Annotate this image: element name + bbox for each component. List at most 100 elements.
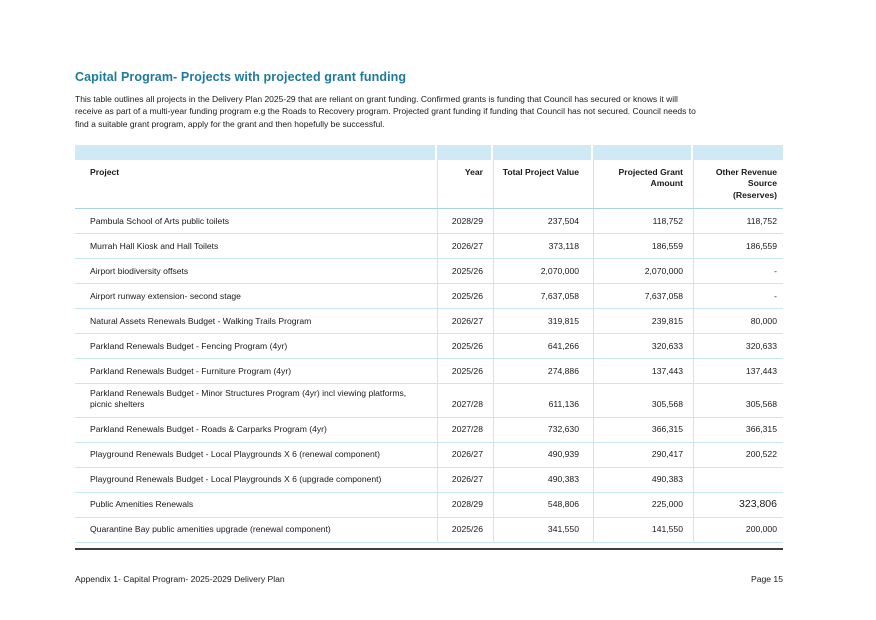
cell-projected-grant-amount: 305,568 (593, 384, 693, 418)
cell-year: 2025/26 (437, 334, 493, 360)
intro-paragraph: This table outlines all projects in the … (75, 93, 783, 130)
cell-other-revenue-source: 200,522 (693, 442, 783, 468)
cell-total-project-value: 2,070,000 (493, 259, 593, 285)
cell-project: Airport runway extension- second stage (75, 284, 437, 310)
table-row: Airport biodiversity offsets 2025/26 2,070… (75, 259, 783, 285)
cell-other-revenue-source: 320,633 (693, 334, 783, 360)
cell-total-project-value: 732,630 (493, 417, 593, 443)
cell-projected-grant-amount: 141,550 (593, 517, 693, 543)
table-row: Natural Assets Renewals Budget - Walking… (75, 309, 783, 335)
column-header-other-revenue-source: Other Revenue Source (Reserves) (693, 159, 783, 210)
column-header-total-project-value: Total Project Value (493, 159, 593, 210)
cell-other-revenue-source: 118,752 (693, 209, 783, 235)
cell-other-revenue-source: 80,000 (693, 309, 783, 335)
cell-other-revenue-source: 305,568 (693, 384, 783, 418)
cell-total-project-value: 237,504 (493, 209, 593, 235)
cell-total-project-value: 319,815 (493, 309, 593, 335)
page-title: Capital Program- Projects with projected… (75, 70, 407, 84)
cell-projected-grant-amount: 118,752 (593, 209, 693, 235)
cell-year: 2025/26 (437, 259, 493, 285)
cell-project: Parkland Renewals Budget - Minor Structu… (75, 384, 437, 418)
table-row: Quarantine Bay public amenities upgrade … (75, 517, 783, 543)
cell-total-project-value: 341,550 (493, 517, 593, 543)
cell-projected-grant-amount: 290,417 (593, 442, 693, 468)
cell-projected-grant-amount: 2,070,000 (593, 259, 693, 285)
cell-project: Parkland Renewals Budget - Roads & Carpa… (75, 417, 437, 443)
cell-total-project-value: 274,886 (493, 359, 593, 385)
column-header-project: Project (75, 159, 437, 210)
cell-projected-grant-amount: 225,000 (593, 492, 693, 518)
grant-funding-table: Project Year Total Project Value Project… (75, 144, 783, 543)
band-cell (75, 144, 437, 160)
cell-other-revenue-source: 366,315 (693, 417, 783, 443)
cell-total-project-value: 490,939 (493, 442, 593, 468)
intro-line: find a suitable grant program, apply for… (75, 118, 385, 129)
table-body: Pambula School of Arts public toilets 202… (75, 209, 783, 543)
cell-other-revenue-source: 137,443 (693, 359, 783, 385)
cell-year: 2027/28 (437, 417, 493, 443)
cell-project: Parkland Renewals Budget - Fencing Progr… (75, 334, 437, 360)
cell-project: Public Amenities Renewals (75, 492, 437, 518)
cell-project: Natural Assets Renewals Budget - Walking… (75, 309, 437, 335)
cell-year: 2027/28 (437, 384, 493, 418)
intro-line: This table outlines all projects in the … (75, 94, 678, 104)
cell-year: 2028/29 (437, 209, 493, 235)
intro-line: receive as part of a multi-year funding … (75, 106, 696, 117)
table-row: Airport runway extension- second stage 20… (75, 284, 783, 310)
table-band-row (75, 144, 783, 160)
cell-year: 2025/26 (437, 517, 493, 543)
table-row: Playground Renewals Budget - Local Playg… (75, 442, 783, 468)
cell-total-project-value: 490,383 (493, 467, 593, 493)
cell-total-project-value: 611,136 (493, 384, 593, 418)
table-header-row: Project Year Total Project Value Project… (75, 159, 783, 210)
cell-year: 2026/27 (437, 234, 493, 260)
cell-project: Murrah Hall Kiosk and Hall Toilets (75, 234, 437, 260)
cell-project: Pambula School of Arts public toilets (75, 209, 437, 235)
table-row: Parkland Renewals Budget - Roads & Carpa… (75, 417, 783, 443)
table-row: Public Amenities Renewals 2028/29 548,806 2… (75, 492, 783, 518)
cell-projected-grant-amount: 186,559 (593, 234, 693, 260)
cell-total-project-value: 548,806 (493, 492, 593, 518)
footer-appendix-label: Appendix 1- Capital Program- 2025-2029 D… (75, 573, 285, 584)
cell-year: 2025/26 (437, 284, 493, 310)
cell-project: Quarantine Bay public amenities upgrade … (75, 517, 437, 543)
table-row: Parkland Renewals Budget - Fencing Progr… (75, 334, 783, 360)
table-bottom-rule (75, 547, 783, 550)
cell-other-revenue-source: - (693, 259, 783, 285)
cell-other-revenue-source: 186,559 (693, 234, 783, 260)
table-row: Parkland Renewals Budget - Furniture Pro… (75, 359, 783, 385)
cell-project: Airport biodiversity offsets (75, 259, 437, 285)
cell-projected-grant-amount: 137,443 (593, 359, 693, 385)
cell-year: 2026/27 (437, 309, 493, 335)
cell-projected-grant-amount: 239,815 (593, 309, 693, 335)
page-content: Capital Program- Projects with projected… (75, 0, 783, 584)
page-number: Page 15 (750, 573, 783, 584)
column-header-year: Year (437, 159, 493, 210)
cell-projected-grant-amount: 320,633 (593, 334, 693, 360)
cell-total-project-value: 7,637,058 (493, 284, 593, 310)
table-row: Playground Renewals Budget - Local Playg… (75, 467, 783, 493)
band-cell (493, 144, 593, 160)
cell-other-revenue-source: 200,000 (693, 517, 783, 543)
band-cell (693, 144, 783, 160)
cell-projected-grant-amount: 366,315 (593, 417, 693, 443)
cell-total-project-value: 641,266 (493, 334, 593, 360)
table-row: Parkland Renewals Budget - Minor Structu… (75, 384, 783, 418)
cell-year: 2026/27 (437, 442, 493, 468)
band-cell (437, 144, 493, 160)
cell-other-revenue-source (693, 467, 783, 493)
table-row: Murrah Hall Kiosk and Hall Toilets 2026/2… (75, 234, 783, 260)
page-footer: Appendix 1- Capital Program- 2025-2029 D… (75, 574, 783, 584)
table-row: Pambula School of Arts public toilets 202… (75, 209, 783, 235)
cell-year: 2026/27 (437, 467, 493, 493)
column-header-projected-grant-amount: Projected Grant Amount (593, 159, 693, 210)
cell-total-project-value: 373,118 (493, 234, 593, 260)
band-cell (593, 144, 693, 160)
cell-year: 2025/26 (437, 359, 493, 385)
cell-year: 2028/29 (437, 492, 493, 518)
cell-projected-grant-amount: 7,637,058 (593, 284, 693, 310)
cell-other-revenue-source: - (693, 284, 783, 310)
cell-projected-grant-amount: 490,383 (593, 467, 693, 493)
cell-project: Parkland Renewals Budget - Furniture Pro… (75, 359, 437, 385)
